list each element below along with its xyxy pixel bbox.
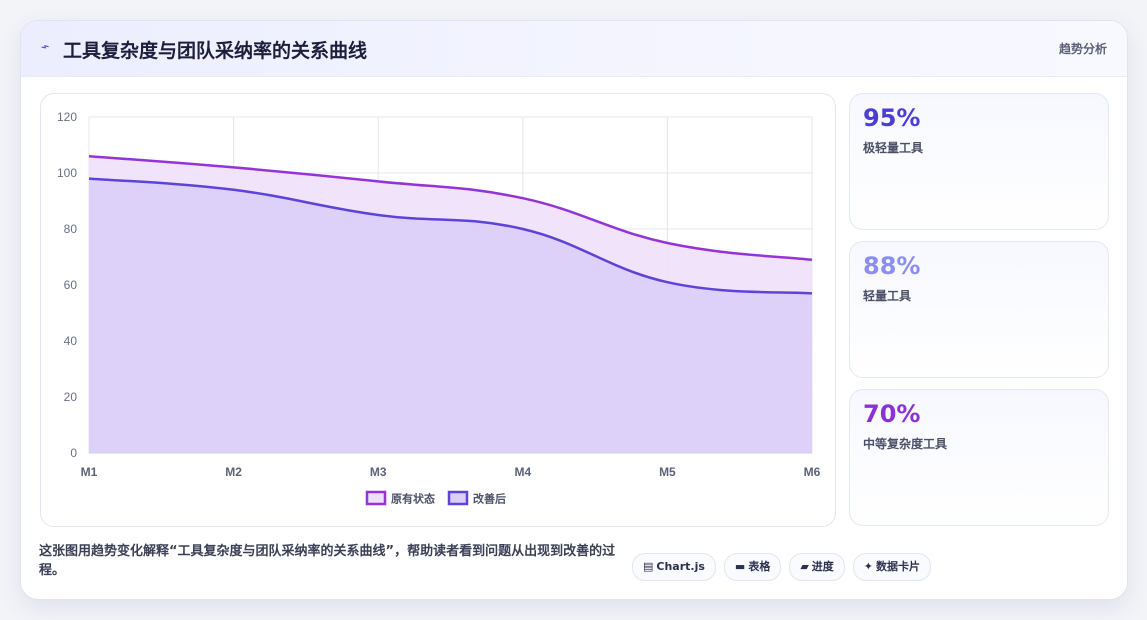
stat-value: 88%: [863, 252, 921, 280]
y-tick-label: 100: [57, 166, 77, 180]
legend-label: 原有状态: [391, 492, 435, 506]
x-tick-label: M6: [804, 465, 821, 479]
tag-table[interactable]: ▬ 表格: [723, 553, 782, 581]
stat-value: 70%: [863, 400, 921, 428]
series-line-2: [88, 177, 813, 295]
chart-card: ⌁ 工具复杂度与团队采纳率的关系曲线 趋势分析 0 20 40 60 80 100 120 M…: [20, 20, 1128, 600]
tag-chartjs[interactable]: ▤ Chart.js: [632, 553, 716, 581]
series-line-1: [88, 154, 813, 262]
stat-label: 轻量工具: [863, 289, 912, 303]
tag-label: 数据卡片: [876, 560, 921, 573]
series-layer: [88, 154, 813, 453]
tag-label: 表格: [748, 560, 771, 573]
tag-label: Chart.js: [656, 560, 705, 573]
legend-swatch: [447, 490, 469, 506]
stat-value: 95%: [863, 104, 921, 132]
sparkle-icon: ✦: [863, 560, 874, 573]
table-icon: ▬: [734, 560, 746, 573]
tag-label: 进度: [811, 560, 834, 573]
legend-swatch: [365, 490, 387, 506]
page-title: 工具复杂度与团队采纳率的关系曲线: [63, 40, 368, 62]
chart-panel: 0 20 40 60 80 100 120 M1 M2 M3 M4 M5 M6 原有状态 改善后: [40, 93, 836, 527]
x-tick-label: M1: [81, 465, 98, 479]
legend[interactable]: 原有状态 改善后: [365, 490, 506, 506]
y-tick-label: 20: [64, 390, 78, 404]
tag-data-card[interactable]: ✦ 数据卡片: [852, 553, 932, 581]
x-tick-label: M2: [225, 465, 242, 479]
x-tick-label: M3: [370, 465, 387, 479]
y-tick-label: 80: [64, 222, 78, 236]
chart-icon: ▤: [643, 560, 654, 573]
stat-card-medium: 70% 中等复杂度工具: [849, 389, 1109, 526]
y-tick-label: 40: [64, 334, 78, 348]
y-tick-label: 60: [64, 278, 78, 292]
axes: 0 20 40 60 80 100 120 M1 M2 M3 M4 M5 M6: [57, 110, 821, 479]
y-tick-label: 0: [70, 446, 77, 460]
card-header: ⌁ 工具复杂度与团队采纳率的关系曲线 趋势分析: [21, 21, 1127, 77]
stat-label: 极轻量工具: [863, 141, 924, 155]
tag-progress[interactable]: ▰ 进度: [789, 553, 845, 581]
legend-label: 改善后: [473, 492, 506, 506]
tag-list: ▤ Chart.js ▬ 表格 ▰ 进度 ✦ 数据卡片: [632, 553, 932, 581]
progress-icon: ▰: [800, 560, 809, 573]
y-tick-label: 120: [57, 110, 77, 124]
area-chart: 0 20 40 60 80 100 120 M1 M2 M3 M4 M5 M6 原有状态 改善后: [57, 110, 821, 506]
x-tick-label: M5: [659, 465, 676, 479]
stat-card-light: 88% 轻量工具: [849, 241, 1109, 378]
series-area-2: [89, 178, 812, 453]
x-tick-label: M4: [514, 465, 531, 479]
stat-card-ultralight: 95% 极轻量工具: [849, 93, 1109, 230]
chart-line-icon: ⌁: [38, 38, 52, 56]
chart-description: 这张图用趋势变化解释“工具复杂度与团队采纳率的关系曲线”，帮助读者看到问题从出现…: [39, 544, 616, 578]
trend-analysis-tag: 趋势分析: [1058, 42, 1107, 56]
stat-label: 中等复杂度工具: [863, 437, 948, 451]
